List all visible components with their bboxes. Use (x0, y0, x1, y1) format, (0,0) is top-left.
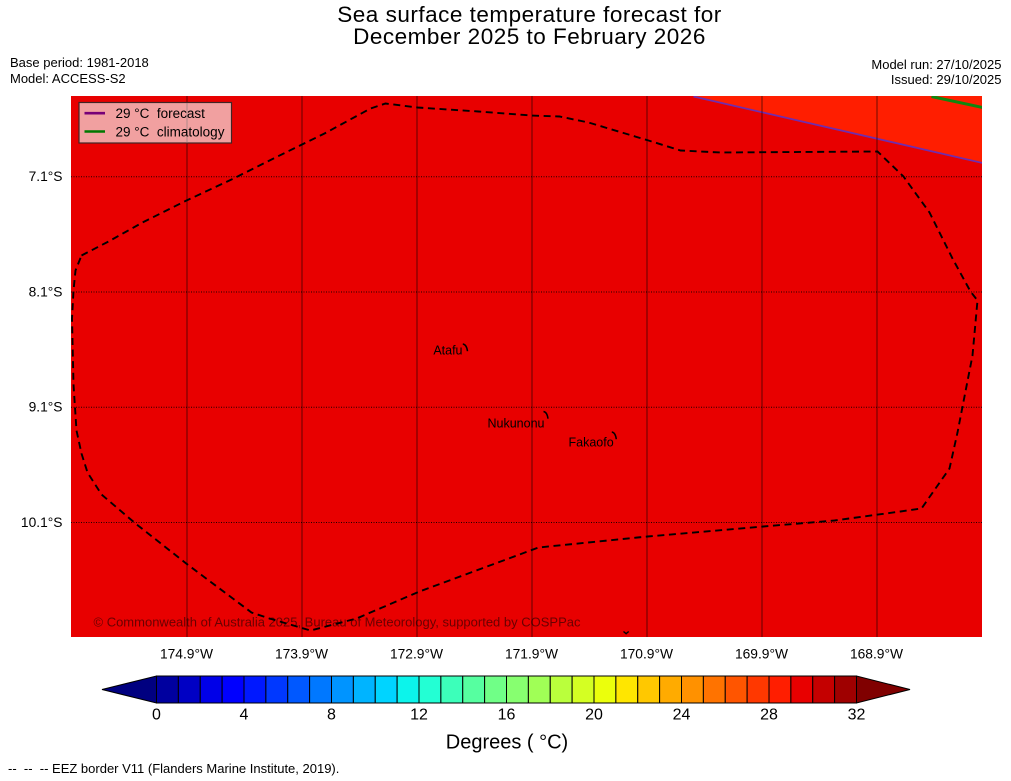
svg-text:0: 0 (152, 707, 161, 724)
svg-text:Nukunonu: Nukunonu (487, 416, 544, 430)
svg-text:16: 16 (498, 707, 516, 724)
svg-text:© Commonwealth of Australia 20: © Commonwealth of Australia 2025, Bureau… (93, 614, 580, 629)
svg-text:24: 24 (673, 707, 691, 724)
svg-text:4: 4 (240, 707, 249, 724)
svg-text:7.1°S: 7.1°S (29, 169, 63, 184)
svg-text:29 °C forecast: 29 °C forecast (115, 106, 205, 121)
svg-text:10.1°S: 10.1°S (21, 515, 63, 530)
svg-text:170.9°W: 170.9°W (620, 647, 673, 662)
svg-text:174.9°W: 174.9°W (160, 647, 213, 662)
svg-text:8.1°S: 8.1°S (29, 284, 63, 299)
svg-text:171.9°W: 171.9°W (505, 647, 558, 662)
svg-text:28: 28 (760, 707, 778, 724)
svg-text:29 °C climatology: 29 °C climatology (115, 124, 224, 139)
svg-text:Fakaofo: Fakaofo (568, 435, 613, 449)
svg-text:Atafu: Atafu (433, 343, 462, 357)
svg-text:172.9°W: 172.9°W (390, 647, 443, 662)
svg-text:Degrees ( °C): Degrees ( °C) (446, 732, 568, 754)
svg-text:12: 12 (410, 707, 428, 724)
svg-text:32: 32 (848, 707, 866, 724)
svg-text:169.9°W: 169.9°W (735, 647, 788, 662)
svg-text:20: 20 (585, 707, 603, 724)
svg-text:168.9°W: 168.9°W (850, 647, 903, 662)
svg-text:173.9°W: 173.9°W (275, 647, 328, 662)
svg-text:9.1°S: 9.1°S (29, 400, 63, 415)
svg-text:8: 8 (327, 707, 336, 724)
